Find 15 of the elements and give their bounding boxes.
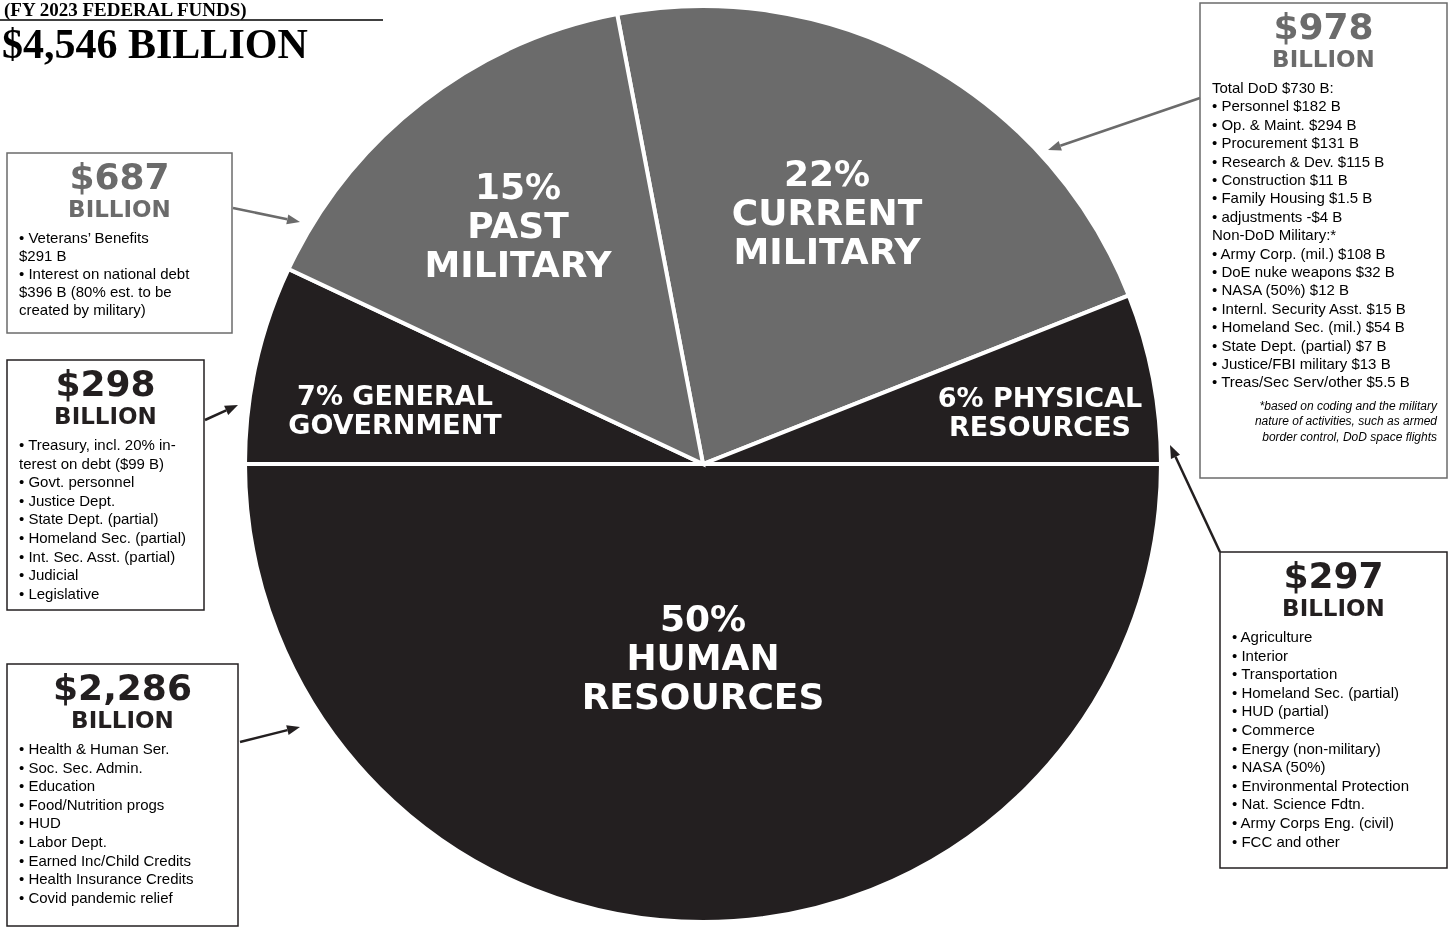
text: $298 BILLION • Treasury, incl. 20% in- terest on debt ($99 B) • Govt. personnel • Justice Dept. • State Dept. (partial) • Homeland Sec. (partial) • Int. Sec. Asst. (partial) • Judicial • Legislative: [19, 363, 186, 602]
data-label: 22%: [783, 153, 871, 194]
slice-label: 6% PHYSICAL RESOURCES: [937, 382, 1143, 442]
slice-label: PAST MILITARY: [424, 205, 613, 285]
text: $978 BILLION Total DoD $730 B: • Personnel $182 B • Op. & Maint. $294 B • Procurement $131 B • Research & Dev. $115 B • Construction $11 B • Family Housing $1.5 B • adjustments -$4 B Non-DoD Military:* • Army Corp. (mil.) $108 B • DoE nuke weapons $32 B • NASA (50%) $12 B • Internl. Security Asst. $15 B • Homeland Sec. (mil.) $54 B • State Dept. (partial) $7 B • Justice/FBI military $13 B • Treas/Sec Serv/other $5.5 B *based on coding and the military nature of activities, such as armed border control, DoD space flights: [1212, 6, 1437, 444]
data-label: 15%: [474, 166, 562, 207]
text: $297 BILLION • Agriculture • Interior • Transportation • Homeland Sec. (partial) • HUD (partial) • Commerce • Energy (non-military) • NASA (50%) • Environmental Protection • Nat. Science Fdtn. • Army Corps Eng. (civil) • FCC and other: [1232, 555, 1410, 850]
legend-label: 7% GENERAL GOVERNMENT: [288, 380, 503, 440]
chart-subtitle: $4,546 BILLION: [2, 21, 308, 67]
slice-label: HUMAN RESOURCES: [581, 637, 825, 717]
text: $2,286 BILLION • Health & Human Ser. • Soc. Sec. Admin. • Education • Food/Nutrition progs • HUD • Labor Dept. • Earned Inc/Child Credits • Health Insurance Credits • Covid pandemic relief: [19, 667, 194, 906]
slice-label: CURRENT MILITARY: [731, 192, 923, 272]
data-label: 50%: [659, 598, 747, 639]
text: $687 BILLION • Veterans’ Benefits $291 B • Interest on national debt $396 B (80% est. to be created by military): [19, 156, 191, 318]
chart-title: (FY 2023 FEDERAL FUNDS): [4, 0, 247, 21]
